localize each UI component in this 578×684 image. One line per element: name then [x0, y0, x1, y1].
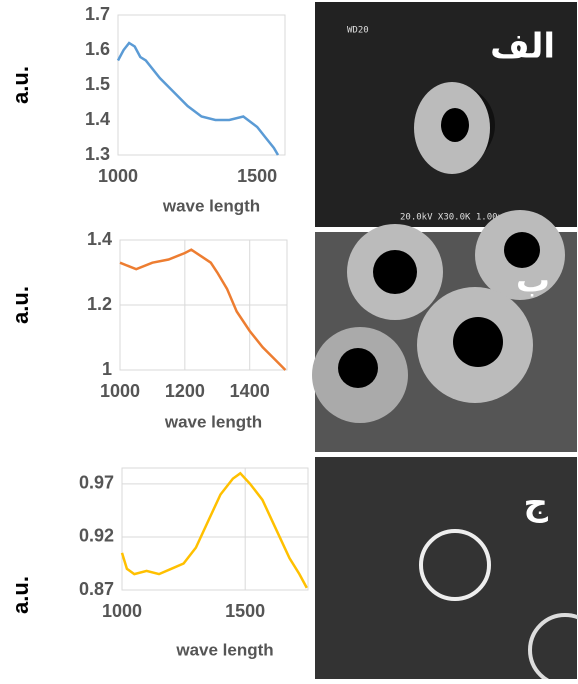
hole [373, 250, 417, 294]
figure: WD20 20.0kV X30.0K 1.00μm الف ب ج 1.31.4… [0, 0, 578, 679]
x-axis-label: wave length [175, 640, 273, 659]
y-tick-label: 0.87 [79, 579, 114, 599]
y-tick-label: 1.6 [85, 39, 110, 59]
y-tick-label: 0.97 [79, 473, 114, 493]
x-tick-label: 1500 [237, 166, 277, 186]
panel-label: الف [490, 27, 555, 67]
x-tick-label: 1400 [230, 381, 270, 401]
data-line [118, 43, 278, 155]
plot-frame [118, 15, 285, 155]
sem-text: WD20 [347, 26, 369, 36]
y-tick-label: 1.5 [85, 74, 110, 94]
y-tick-label: 1.4 [85, 109, 110, 129]
panel-label: ب [516, 261, 550, 301]
data-line [122, 473, 307, 588]
hole [453, 317, 503, 367]
hole [441, 108, 469, 142]
y-axis-label: a.u. [8, 576, 33, 614]
y-tick-label: 1.7 [85, 4, 110, 24]
x-tick-label: 1000 [98, 166, 138, 186]
x-axis-label: wave length [162, 196, 260, 215]
y-tick-label: 1 [102, 359, 112, 379]
data-line [120, 250, 285, 370]
hole [338, 348, 378, 388]
x-tick-label: 1500 [225, 601, 265, 621]
y-tick-label: 0.92 [79, 526, 114, 546]
x-tick-label: 1000 [100, 381, 140, 401]
x-axis-label: wave length [164, 412, 262, 431]
x-tick-label: 1000 [102, 601, 142, 621]
x-tick-label: 1200 [165, 381, 205, 401]
y-tick-label: 1.3 [85, 144, 110, 164]
y-axis-label: a.u. [8, 286, 33, 324]
y-tick-label: 1.2 [87, 294, 112, 314]
y-tick-label: 1.4 [87, 229, 112, 249]
panel-label: ج [523, 484, 548, 524]
y-axis-label: a.u. [8, 66, 33, 104]
